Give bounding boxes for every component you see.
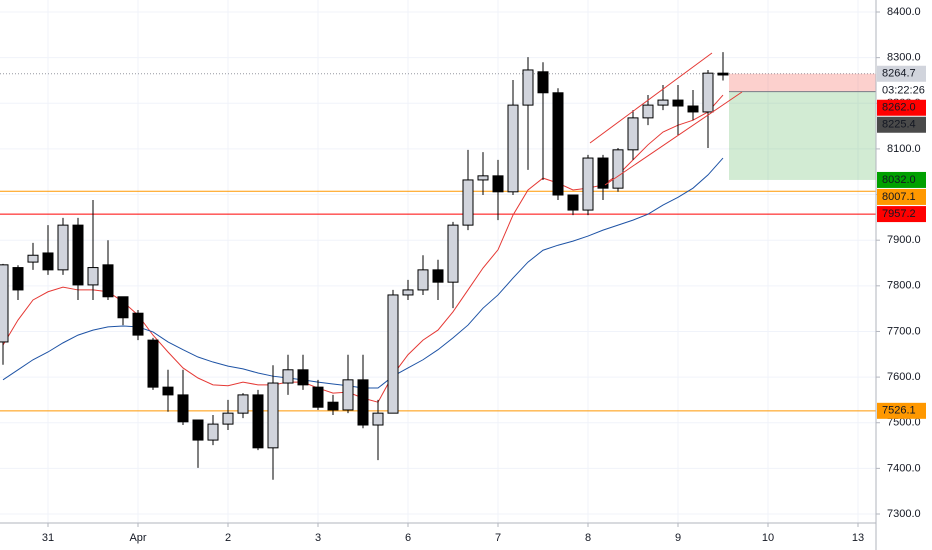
price-axis: 7300.0 7400.0 7500.0 7600.0 7700.0 7800.0 7900… — [42, 6, 926, 544]
price-label-box — [877, 206, 926, 223]
candle-body — [237, 394, 249, 414]
candle-body — [432, 269, 444, 283]
candle-body — [567, 194, 579, 211]
y-tick-label: 8300.0 — [887, 52, 921, 64]
candle-body — [597, 157, 609, 189]
price-label: 7957.2 — [882, 208, 916, 220]
candle-body — [642, 104, 654, 119]
price-label-box — [877, 188, 926, 205]
candle-body — [222, 412, 234, 425]
candle-body — [282, 369, 294, 384]
x-tick-label: 10 — [762, 532, 774, 544]
candle-body — [102, 264, 114, 298]
candle-body — [207, 423, 219, 441]
x-tick-label: 3 — [315, 532, 321, 544]
price-label: 8032.0 — [882, 174, 916, 186]
candle-body — [267, 382, 279, 449]
candle-body — [402, 289, 414, 296]
candle-body — [42, 252, 54, 271]
candle-body — [87, 267, 99, 286]
candle-body — [492, 175, 504, 193]
y-tick-label: 7400.0 — [887, 462, 921, 474]
y-tick-label: 8100.0 — [887, 143, 921, 155]
plot-area — [0, 52, 876, 480]
x-tick-label: 9 — [675, 532, 681, 544]
candle-body — [522, 69, 534, 106]
price-label: 8007.1 — [882, 191, 916, 203]
candle-body — [27, 254, 39, 263]
x-tick-label: 7 — [495, 532, 501, 544]
y-tick-label: 7600.0 — [887, 371, 921, 383]
price-label: 8225.4 — [882, 119, 916, 131]
price-label: 7526.1 — [882, 405, 916, 417]
candle-body — [612, 149, 624, 189]
candle-body — [687, 105, 699, 113]
candle-body — [477, 175, 489, 181]
candle-body — [327, 401, 339, 411]
price-label-box — [877, 65, 926, 82]
price-label-box — [877, 171, 926, 188]
x-tick-label: 2 — [225, 532, 231, 544]
x-tick-label: 13 — [852, 532, 864, 544]
candle-body — [312, 386, 324, 408]
channel-line — [589, 52, 713, 144]
candle-body — [177, 394, 189, 423]
candle-body — [147, 339, 159, 388]
candle-body — [387, 294, 399, 414]
candle-body — [357, 379, 369, 426]
candle-body — [627, 117, 639, 151]
y-tick-label: 8400.0 — [887, 6, 921, 18]
x-tick-label: 8 — [585, 532, 591, 544]
price-label: 03:22:26 — [882, 85, 925, 97]
candle-body — [252, 394, 264, 449]
candle-body — [132, 312, 144, 336]
stop-zone — [729, 73, 876, 92]
candle-body — [12, 267, 24, 291]
candle-body — [672, 99, 684, 107]
candle-body — [342, 379, 354, 411]
price-label-box — [877, 116, 926, 133]
candle-body — [717, 72, 729, 76]
price-label: 8262.0 — [882, 102, 916, 114]
channel-line — [604, 91, 743, 186]
candle-body — [372, 412, 384, 426]
candle-body — [537, 71, 549, 94]
candle-body — [582, 157, 594, 211]
candle-body — [192, 419, 204, 441]
candle-body — [552, 92, 564, 196]
candle-body — [117, 296, 129, 319]
price-label-box — [877, 99, 926, 116]
candle-body — [162, 386, 174, 396]
y-tick-label: 7700.0 — [887, 325, 921, 337]
candle-body — [72, 224, 84, 286]
candle-body — [702, 72, 714, 113]
x-tick-label: Apr — [129, 532, 146, 544]
candle-body — [57, 224, 69, 271]
price-label-box — [877, 82, 926, 99]
target-zone — [729, 91, 876, 180]
candle-body — [0, 264, 9, 343]
candle-body — [447, 224, 459, 283]
x-tick-label: 6 — [405, 532, 411, 544]
price-label-box — [877, 402, 926, 419]
y-tick-label: 7300.0 — [887, 508, 921, 520]
candle-body — [297, 369, 309, 386]
price-label: 8264.7 — [882, 68, 916, 80]
y-tick-label: 7900.0 — [887, 234, 921, 246]
y-tick-label: 7500.0 — [887, 417, 921, 429]
candle-body — [417, 269, 429, 291]
candle-body — [507, 104, 519, 193]
candle-body — [657, 99, 669, 106]
x-tick-label: 31 — [42, 532, 54, 544]
candle-body — [462, 179, 474, 226]
y-tick-label: 7800.0 — [887, 280, 921, 292]
